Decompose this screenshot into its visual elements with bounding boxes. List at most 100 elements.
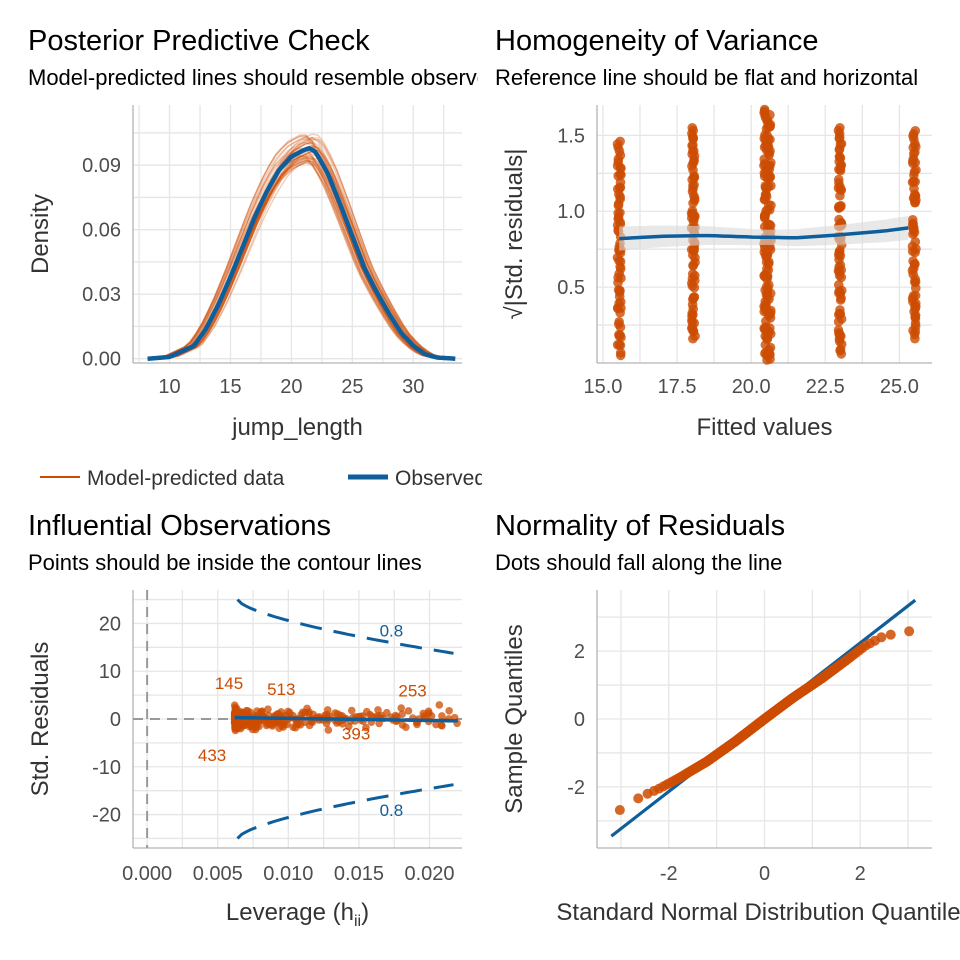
hom-point	[759, 104, 770, 115]
inf-point	[231, 705, 240, 714]
ppc-predicted-line	[147, 154, 453, 360]
ppc-predicted-line	[147, 137, 453, 360]
ppc-legend-items: Model-predicted data Observed data	[40, 467, 533, 490]
hom-x-tick-label: 17.5	[658, 376, 697, 398]
hom-x-tick-label: 15.0	[583, 376, 622, 398]
inf-x-tick-label: 0.015	[334, 863, 384, 885]
hom-point	[765, 323, 775, 333]
hom-point	[615, 194, 626, 204]
hom-point	[760, 296, 771, 307]
ppc-grid	[133, 105, 462, 363]
ppc-observed-line	[147, 145, 456, 361]
norm-x-tick-label: 0	[759, 863, 770, 885]
hom-point	[615, 136, 625, 147]
norm-points	[614, 626, 915, 816]
norm-x-tick-label: -2	[660, 863, 678, 885]
inf-y-axis-label: Std. Residuals	[27, 642, 54, 797]
inf-subtitle: Points should be inside the contour line…	[28, 550, 422, 575]
inf-point	[255, 722, 263, 731]
inf-y-tick-label: -20	[92, 805, 121, 827]
hom-point	[688, 183, 698, 194]
hom-point	[763, 259, 774, 269]
ppc-x-tick-label: 10	[158, 376, 180, 398]
hom-smooth-line	[619, 226, 909, 241]
hom-point	[614, 268, 625, 279]
ppc-x-tick-label: 15	[219, 376, 241, 398]
inf-point	[398, 710, 406, 718]
inf-y-tick-label: 0	[110, 709, 121, 731]
norm-title: Normality of Residuals	[495, 510, 785, 542]
ppc-predicted-line	[147, 136, 453, 360]
inf-point	[264, 705, 272, 713]
hom-point	[908, 256, 918, 266]
hom-x-tick-label: 25.0	[880, 376, 919, 398]
ppc-predicted-line	[147, 138, 453, 360]
inf-point	[239, 708, 247, 717]
inf-title: Influential Observations	[28, 510, 331, 542]
hom-y-tick-label: 0.5	[557, 277, 585, 299]
ppc-predicted-line	[147, 141, 453, 360]
ppc-predicted-line	[147, 135, 453, 360]
norm-grid	[597, 590, 932, 848]
ppc-x-tick-label: 30	[402, 376, 424, 398]
ppc-x-tick-label: 20	[280, 376, 302, 398]
inf-outlier-label: 393	[342, 724, 370, 743]
hom-point	[833, 325, 844, 335]
ppc-y-axis-label: Density	[27, 194, 54, 274]
hom-y-tick-label: 1.0	[557, 201, 585, 223]
ppc-predicted-line	[147, 157, 453, 360]
ppc-predicted-line	[147, 156, 453, 360]
hom-point	[613, 171, 623, 181]
legend-label-observed: Observed data	[395, 467, 533, 490]
norm-y-tick-label: 0	[574, 709, 585, 731]
inf-x-tick-label: 0.000	[122, 863, 172, 885]
hom-point	[762, 219, 773, 229]
hom-point	[614, 287, 625, 298]
hom-x-tick-label: 22.5	[806, 376, 845, 398]
hom-point	[908, 218, 918, 229]
inf-outlier-label: 253	[398, 681, 426, 700]
inf-point	[435, 701, 444, 709]
hom-x-tick-label: 20.0	[732, 376, 771, 398]
ppc-predicted-line	[147, 148, 453, 360]
inf-outlier-label: 433	[198, 746, 226, 765]
hom-point	[687, 273, 698, 284]
inf-point	[397, 704, 406, 712]
norm-y-tick-label: 2	[574, 641, 585, 663]
ppc-predicted-line	[147, 134, 453, 360]
inf-grid	[133, 590, 462, 848]
hom-point	[835, 260, 846, 271]
inf-point	[362, 723, 370, 732]
hom-point	[761, 281, 772, 292]
hom-point	[688, 260, 698, 271]
inf-point	[374, 706, 382, 714]
inf-y-tick-label: 10	[99, 661, 121, 683]
inf-x-axis-label: Leverage (hii)	[226, 899, 369, 930]
inf-point	[438, 712, 446, 720]
inf-point	[284, 707, 292, 716]
inf-point	[230, 719, 239, 727]
panel-posterior-predictive-check: Posterior Predictive Check Model-predicte…	[27, 25, 533, 490]
hom-point	[835, 122, 845, 133]
hom-point	[834, 214, 844, 225]
inf-point	[323, 706, 332, 714]
inf-fit-line	[234, 715, 458, 723]
hom-point	[762, 274, 772, 285]
panel-influential-observations: Influential Observations Points should be…	[27, 510, 462, 930]
inf-point	[347, 706, 356, 715]
hom-y-axis-label: √|Std. residuals|	[501, 148, 528, 319]
norm-point	[904, 626, 915, 637]
hom-point	[613, 319, 624, 329]
inf-point	[383, 708, 391, 717]
ppc-predicted-line	[147, 153, 453, 360]
hom-point	[909, 166, 920, 177]
inf-x-axis-label-end: )	[361, 899, 369, 926]
hom-point	[615, 347, 626, 358]
inf-y-tick-label: -10	[92, 757, 121, 779]
ppc-predicted-line	[147, 147, 453, 360]
inf-point	[402, 723, 410, 731]
norm-y-axis-label: Sample Quantiles	[501, 624, 528, 813]
ppc-y-tick-label: 0.06	[82, 220, 121, 242]
hom-point	[614, 339, 625, 350]
ppc-predicted-line	[147, 150, 453, 360]
